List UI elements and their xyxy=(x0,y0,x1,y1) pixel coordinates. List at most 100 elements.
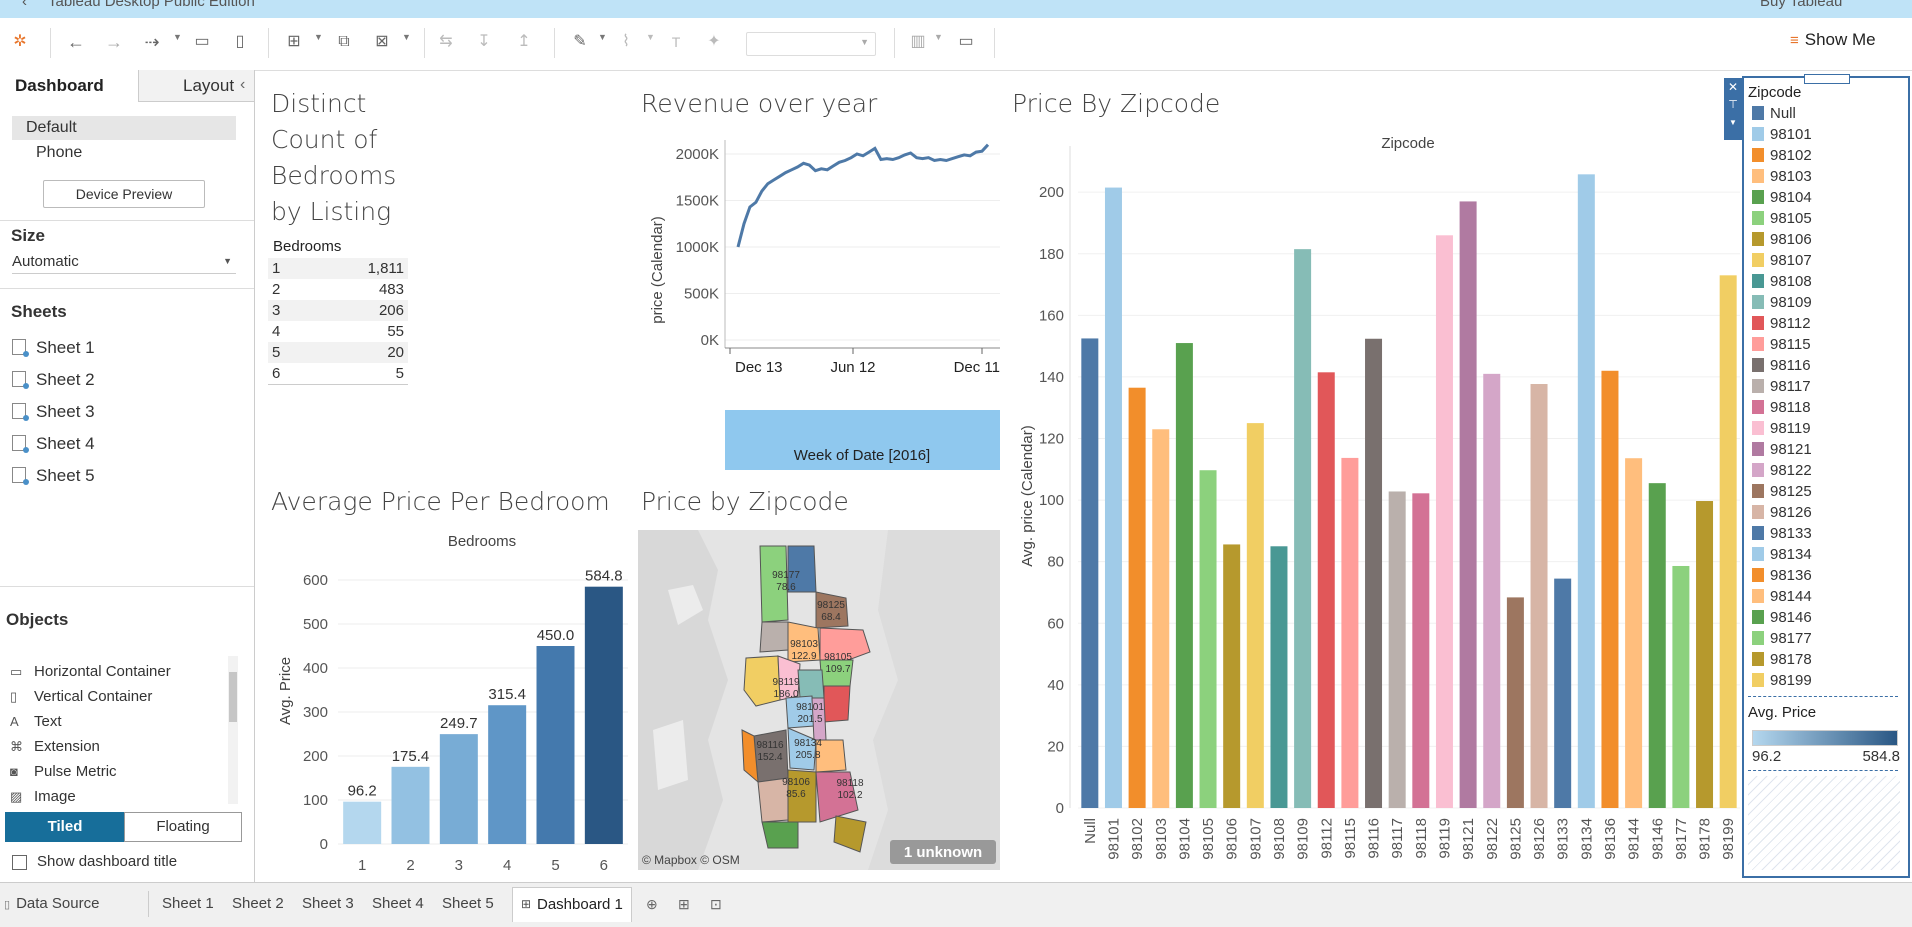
legend-item[interactable]: 98107 xyxy=(1752,251,1812,271)
bar-98108[interactable] xyxy=(1270,546,1288,808)
show-me-button[interactable]: ≡ Show Me xyxy=(1790,30,1876,50)
bar-98109[interactable] xyxy=(1294,249,1312,809)
bar-1[interactable] xyxy=(343,801,382,844)
bar-98136[interactable] xyxy=(1601,370,1619,808)
object-extension[interactable]: ⌘ Extension xyxy=(10,738,100,755)
tab-dashboard[interactable]: Dashboard xyxy=(0,70,138,102)
bar-2[interactable] xyxy=(391,766,430,844)
region-98118[interactable] xyxy=(815,771,859,823)
region-98177[interactable] xyxy=(759,545,789,623)
sheet-list-item-3[interactable]: Sheet 3 xyxy=(12,402,95,422)
legend-item[interactable]: 98115 xyxy=(1752,335,1811,355)
new-data-source-icon[interactable]: ▯ xyxy=(235,33,245,50)
bar-98116[interactable] xyxy=(1365,338,1383,808)
legend-item[interactable]: 98177 xyxy=(1752,629,1812,649)
bar-98112[interactable] xyxy=(1317,372,1335,808)
object-image[interactable]: ▨ Image xyxy=(10,788,76,805)
bar-98144[interactable] xyxy=(1625,458,1643,808)
revenue-series-line[interactable] xyxy=(736,143,990,248)
sheet-list-item-4[interactable]: Sheet 4 xyxy=(12,434,95,454)
object-vertical-container[interactable]: ▯ Vertical Container xyxy=(10,688,152,705)
legend-item[interactable]: 98178 xyxy=(1752,650,1812,670)
chevron-down-icon[interactable]: ▼ xyxy=(646,32,655,42)
pin-icon[interactable]: ⊤ xyxy=(1728,99,1738,111)
region-98117[interactable] xyxy=(759,621,789,653)
device-phone[interactable]: Phone xyxy=(36,144,83,161)
bar-98106[interactable] xyxy=(1223,544,1241,808)
save-icon[interactable]: ▭ xyxy=(194,33,210,50)
chevron-down-icon[interactable]: ▼ xyxy=(173,32,182,42)
sheet-list-item-2[interactable]: Sheet 2 xyxy=(12,370,95,390)
region-98146[interactable] xyxy=(761,821,799,849)
bar-98125[interactable] xyxy=(1506,597,1524,808)
buy-tableau-link[interactable]: Buy Tableau xyxy=(1760,0,1843,10)
tiled-toggle[interactable]: Tiled xyxy=(5,812,125,842)
bar-4[interactable] xyxy=(488,705,527,844)
bar-Null[interactable] xyxy=(1081,338,1099,808)
legend-item[interactable]: 98108 xyxy=(1752,272,1812,292)
region-98144[interactable] xyxy=(815,739,847,773)
legend-item[interactable]: 98101 xyxy=(1752,125,1812,145)
legend-item[interactable]: 98103 xyxy=(1752,167,1812,187)
new-worksheet-icon[interactable]: ⊕ xyxy=(646,896,658,912)
bar-98119[interactable] xyxy=(1435,235,1453,808)
bar-98126[interactable] xyxy=(1530,384,1548,808)
bar-98115[interactable] xyxy=(1341,457,1359,808)
region-98112[interactable] xyxy=(823,685,851,723)
bar-98122[interactable] xyxy=(1483,373,1501,808)
undo-icon[interactable]: ← xyxy=(67,32,85,52)
new-dashboard-icon[interactable]: ⊞ xyxy=(678,896,690,912)
legend-item[interactable]: 98121 xyxy=(1752,440,1812,460)
tab-dashboard-1[interactable]: ⊞ Dashboard 1 xyxy=(512,887,632,922)
legend-item[interactable]: 98104 xyxy=(1752,188,1812,208)
bar-98177[interactable] xyxy=(1672,565,1690,808)
device-preview-button[interactable]: Device Preview xyxy=(43,180,205,208)
legend-item[interactable]: 98102 xyxy=(1752,146,1812,166)
redo-icon[interactable]: → xyxy=(105,32,123,52)
floating-toggle[interactable]: Floating xyxy=(124,812,242,842)
bar-98199[interactable] xyxy=(1719,275,1737,808)
bar-98107[interactable] xyxy=(1246,423,1264,808)
text-icon[interactable]: T xyxy=(671,34,681,50)
object-pulse-metric[interactable]: ◙ Pulse Metric xyxy=(10,763,117,780)
tab-sheet-5[interactable]: Sheet 5 xyxy=(442,895,494,912)
legend-item[interactable]: 98144 xyxy=(1752,587,1812,607)
chevron-down-icon[interactable]: ▼ xyxy=(598,32,607,42)
new-worksheet-icon[interactable]: ⊞ xyxy=(287,33,301,50)
legend-item[interactable]: 98146 xyxy=(1752,608,1812,628)
chevron-down-icon[interactable]: ▼ xyxy=(314,32,323,42)
bar-98103[interactable] xyxy=(1152,429,1170,808)
size-select[interactable]: Automatic ▼ xyxy=(12,253,236,274)
device-default[interactable]: Default xyxy=(12,116,236,140)
region-98115[interactable] xyxy=(819,627,871,663)
unknown-badge-bg[interactable] xyxy=(890,840,996,864)
tab-sheet-1[interactable]: Sheet 1 xyxy=(162,895,214,912)
bar-98178[interactable] xyxy=(1696,501,1714,808)
bar-98104[interactable] xyxy=(1175,343,1193,808)
legend-item[interactable]: 98136 xyxy=(1752,566,1812,586)
bar-3[interactable] xyxy=(439,734,478,844)
highlight-icon[interactable]: ✎ xyxy=(573,33,587,50)
legend-item[interactable]: 98112 xyxy=(1752,314,1811,334)
bar-98118[interactable] xyxy=(1412,493,1430,808)
legend-item[interactable]: 98126 xyxy=(1752,503,1812,523)
paperclip-icon[interactable]: ⌇ xyxy=(622,33,630,50)
bar-6[interactable] xyxy=(584,586,623,844)
bar-98134[interactable] xyxy=(1577,174,1595,808)
bar-98133[interactable] xyxy=(1554,578,1572,808)
tab-layout[interactable]: Layout xyxy=(138,70,254,102)
duplicate-icon[interactable]: ⧉ xyxy=(338,33,350,50)
region-98178[interactable] xyxy=(833,815,867,853)
legend-item[interactable]: 98118 xyxy=(1752,398,1811,418)
tab-sheet-3[interactable]: Sheet 3 xyxy=(302,895,354,912)
region-98106[interactable] xyxy=(787,769,817,823)
bar-98102[interactable] xyxy=(1128,387,1146,808)
close-icon[interactable]: ✕ xyxy=(1727,80,1739,94)
object-horizontal-container[interactable]: ▭ Horizontal Container xyxy=(10,663,171,680)
legend-item[interactable]: 98125 xyxy=(1752,482,1812,502)
chevron-down-icon[interactable]: ▼ xyxy=(934,32,943,42)
region-98109[interactable] xyxy=(797,669,825,699)
sort-asc-icon[interactable]: ↧ xyxy=(477,33,491,50)
legend-item[interactable]: 98122 xyxy=(1752,461,1812,481)
clear-icon[interactable]: ⊠ xyxy=(375,33,389,50)
